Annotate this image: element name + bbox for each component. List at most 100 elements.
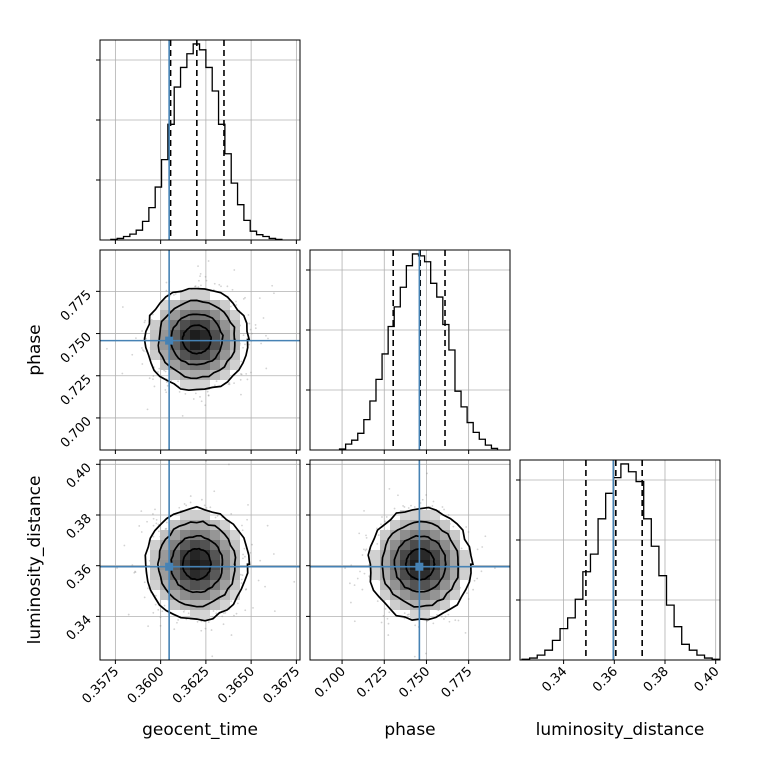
scatter-point: [155, 522, 158, 525]
scatter-point: [440, 615, 443, 618]
scatter-point: [473, 579, 476, 582]
scatter-point: [260, 342, 262, 345]
density-cell: [200, 530, 210, 540]
scatter-point: [134, 570, 136, 573]
x-tick-label-geocent_time: 0.3575: [79, 664, 122, 707]
density-cell: [200, 350, 210, 360]
scatter-point: [212, 610, 215, 612]
density-cell: [180, 340, 190, 350]
density-cell: [230, 530, 240, 540]
scatter-point: [154, 508, 156, 511]
x-tick-label-phase: 0.725: [354, 664, 391, 701]
density-cell: [230, 540, 240, 550]
scatter-point: [387, 634, 390, 636]
density-cell: [150, 570, 160, 580]
density-cell: [390, 540, 400, 550]
density-cell: [210, 550, 220, 560]
density-cell: [380, 530, 390, 540]
scatter-point: [247, 314, 250, 316]
scatter-point: [165, 281, 168, 284]
density-cell: [400, 590, 410, 600]
density-cell: [190, 550, 200, 560]
contour-level-3: [157, 299, 236, 380]
scatter-point: [159, 616, 162, 619]
density-cell: [210, 350, 220, 360]
density-cell: [430, 600, 440, 610]
contour-level-4: [367, 506, 474, 621]
density-cell: [460, 560, 470, 570]
scatter-point: [239, 378, 242, 381]
scatter-point: [199, 272, 202, 275]
scatter-point: [203, 504, 206, 507]
density-cell: [180, 290, 190, 300]
scatter-point: [155, 518, 158, 521]
scatter-point: [207, 394, 210, 397]
density-cell: [390, 600, 400, 610]
density-cell: [150, 540, 160, 550]
contour-level-4: [143, 287, 251, 392]
density-cell: [220, 550, 230, 560]
density-cell: [400, 600, 410, 610]
scatter-point: [250, 371, 252, 374]
density-cell: [170, 600, 180, 610]
scatter-point: [178, 391, 181, 393]
density-cell: [190, 290, 200, 300]
density-cell: [430, 540, 440, 550]
scatter-point: [224, 611, 227, 614]
scatter-point: [348, 582, 351, 585]
density-cell: [190, 330, 200, 340]
density-cell: [220, 320, 230, 330]
scatter-point: [364, 549, 367, 552]
scatter-point: [467, 598, 470, 600]
density-cell: [380, 590, 390, 600]
scatter-point: [235, 300, 237, 303]
scatter-point: [397, 494, 399, 497]
scatter-point: [159, 624, 162, 627]
density-cell: [230, 590, 240, 600]
density-cell: [380, 550, 390, 560]
hist-panel-phase: [306, 249, 511, 454]
scatter-point: [447, 613, 450, 616]
x-tick-label-geocent_time: 0.3625: [170, 664, 213, 707]
scatter-point: [228, 383, 231, 386]
density-cell: [210, 300, 220, 310]
density-cell: [450, 570, 460, 580]
density-cell: [410, 520, 420, 530]
histogram-luminosity_distance: [521, 463, 721, 660]
histogram-phase: [338, 253, 499, 450]
scatter-point: [480, 570, 483, 573]
scatter-point: [173, 628, 176, 631]
scatter-point: [226, 285, 229, 288]
density-cell: [380, 560, 390, 570]
density-cell: [180, 330, 190, 340]
density-cell: [220, 570, 230, 580]
scatter-point: [230, 634, 233, 636]
scatter-point: [384, 607, 387, 610]
scatter-point: [467, 531, 470, 533]
scatter-point: [216, 514, 219, 517]
density-cell: [220, 560, 230, 570]
y-tick-label-phase: 0.775: [58, 288, 95, 325]
scatter-point: [448, 620, 451, 623]
scatter-point: [166, 384, 169, 387]
contour-level-1: [404, 547, 436, 581]
density-cell: [370, 570, 380, 580]
scatter-point: [138, 525, 141, 527]
scatter-point: [240, 373, 243, 376]
scatter-point: [189, 501, 192, 504]
density-cell: [180, 350, 190, 360]
scatter-point: [229, 305, 232, 308]
scatter-point: [121, 306, 124, 308]
density-cell: [190, 370, 200, 380]
scatter-point: [243, 547, 246, 550]
hist-panel-geocent_time: [96, 39, 301, 244]
scatter-point: [385, 516, 388, 518]
scatter-point: [393, 507, 396, 510]
scatter-point: [220, 285, 222, 288]
scatter-point: [205, 506, 208, 509]
density-cell: [400, 540, 410, 550]
density-cell: [200, 580, 210, 590]
scatter-point: [410, 504, 412, 507]
scatter-point: [248, 322, 251, 325]
density-cell: [150, 560, 160, 570]
